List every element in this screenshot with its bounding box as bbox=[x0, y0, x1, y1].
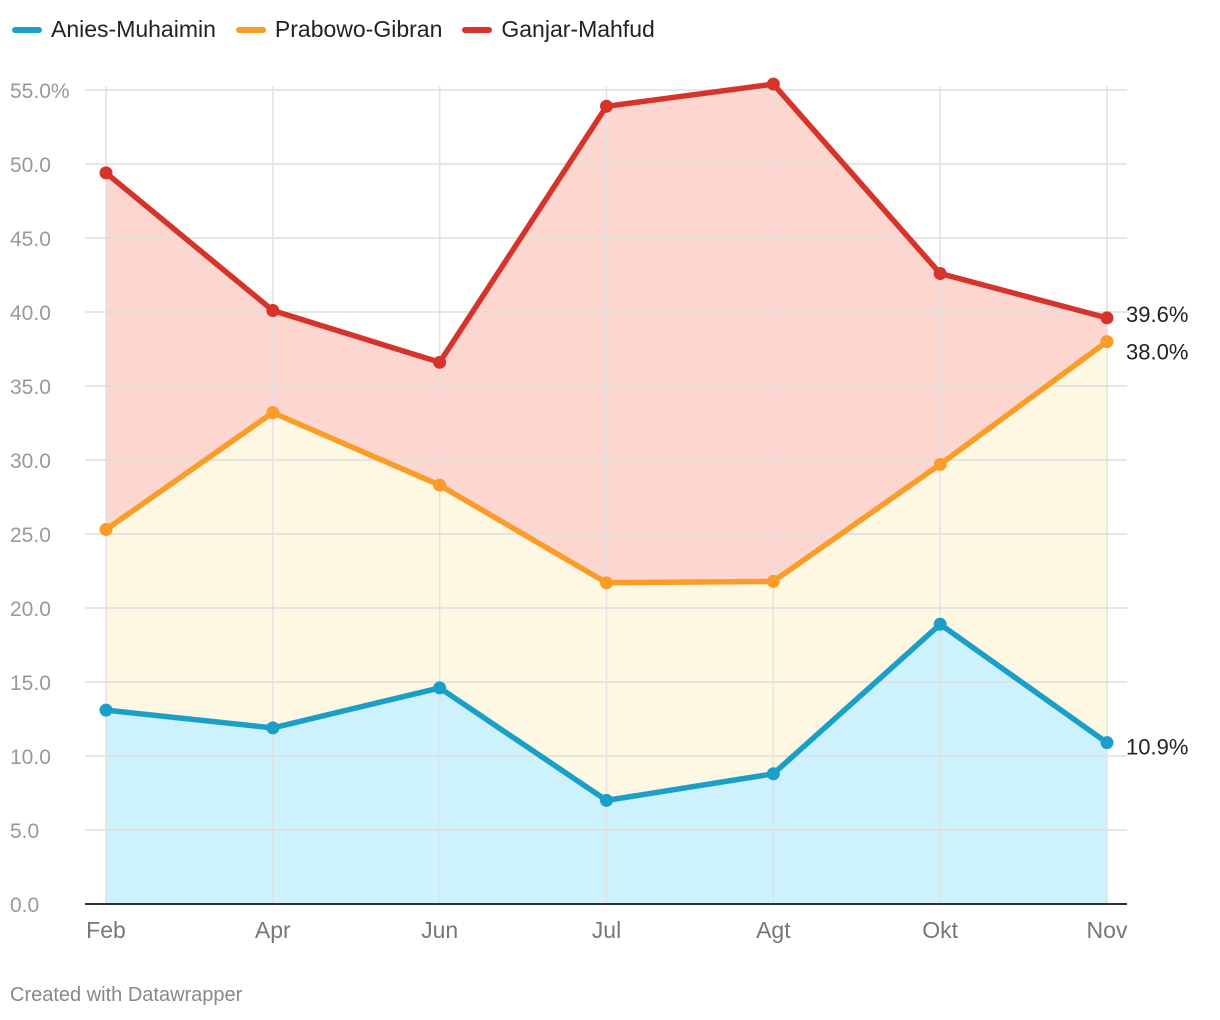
data-point[interactable] bbox=[99, 523, 113, 537]
data-point[interactable] bbox=[433, 355, 447, 369]
legend-item-ganjar-mahfud[interactable]: Ganjar-Mahfud bbox=[462, 16, 655, 43]
x-tick-label: Feb bbox=[86, 917, 126, 943]
x-tick-label: Agt bbox=[756, 917, 791, 943]
x-tick-label: Jun bbox=[421, 917, 458, 943]
y-tick-label: 5.0 bbox=[10, 820, 39, 843]
data-point[interactable] bbox=[433, 681, 447, 695]
y-tick-label: 45.0 bbox=[10, 228, 51, 251]
y-tick-label: 0.0 bbox=[10, 894, 39, 917]
y-tick-label: 10.0 bbox=[10, 746, 51, 769]
end-value-label: 10.9% bbox=[1126, 735, 1188, 760]
legend-swatch-prabowo-gibran bbox=[235, 26, 266, 33]
footer-credit: Created with Datawrapper bbox=[10, 984, 243, 1006]
data-point[interactable] bbox=[933, 457, 947, 471]
data-point[interactable] bbox=[766, 77, 780, 91]
data-point[interactable] bbox=[600, 99, 613, 113]
y-tick-label: 20.0 bbox=[10, 598, 51, 621]
area-fill-1 bbox=[106, 341, 1107, 801]
data-point[interactable] bbox=[600, 793, 613, 807]
data-point[interactable] bbox=[1100, 335, 1114, 349]
legend-label-anies-muhaimin: Anies-Muhaimin bbox=[51, 16, 216, 42]
data-point[interactable] bbox=[933, 267, 947, 281]
data-point[interactable] bbox=[266, 304, 280, 318]
data-point[interactable] bbox=[766, 767, 780, 781]
y-tick-label: 55.0% bbox=[10, 80, 70, 103]
y-tick-label: 40.0 bbox=[10, 302, 51, 325]
legend-swatch-ganjar-mahfud bbox=[462, 26, 493, 33]
legend-swatch-anies-muhaimin bbox=[12, 26, 42, 33]
data-point[interactable] bbox=[99, 166, 113, 180]
y-tick-label: 15.0 bbox=[10, 672, 51, 695]
x-tick-label: Nov bbox=[1087, 917, 1128, 943]
data-point[interactable] bbox=[99, 703, 113, 717]
data-point[interactable] bbox=[266, 721, 280, 735]
legend-label-prabowo-gibran: Prabowo-Gibran bbox=[274, 16, 443, 42]
x-tick-label: Apr bbox=[255, 917, 291, 943]
data-point[interactable] bbox=[1100, 311, 1114, 325]
y-tick-label: 25.0 bbox=[10, 524, 51, 547]
data-point[interactable] bbox=[600, 576, 613, 590]
end-value-label: 38.0% bbox=[1126, 340, 1188, 365]
legend-label-ganjar-mahfud: Ganjar-Mahfud bbox=[501, 16, 655, 42]
area-fill-0 bbox=[106, 624, 1107, 904]
data-point[interactable] bbox=[433, 478, 447, 492]
data-point[interactable] bbox=[933, 617, 947, 631]
y-tick-label: 30.0 bbox=[10, 450, 51, 473]
legend-item-prabowo-gibran[interactable]: Prabowo-Gibran bbox=[235, 16, 443, 43]
line-chart: 0.0 5.0 10.0 15.0 20.0 25.0 30.0 35.0 40.0 45.0 50… bbox=[10, 77, 1188, 943]
y-tick-label: 35.0 bbox=[10, 376, 51, 399]
legend: Anies-Muhaimin Prabowo-Gibran Ganjar-Mah… bbox=[12, 16, 655, 43]
y-tick-label: 50.0 bbox=[10, 154, 51, 177]
end-value-label: 39.6% bbox=[1126, 302, 1188, 327]
data-point[interactable] bbox=[1100, 736, 1114, 750]
x-tick-label: Jul bbox=[592, 917, 621, 943]
data-point[interactable] bbox=[266, 406, 280, 420]
legend-item-anies-muhaimin[interactable]: Anies-Muhaimin bbox=[12, 16, 216, 43]
data-point[interactable] bbox=[766, 574, 780, 588]
x-tick-label: Okt bbox=[922, 917, 958, 943]
